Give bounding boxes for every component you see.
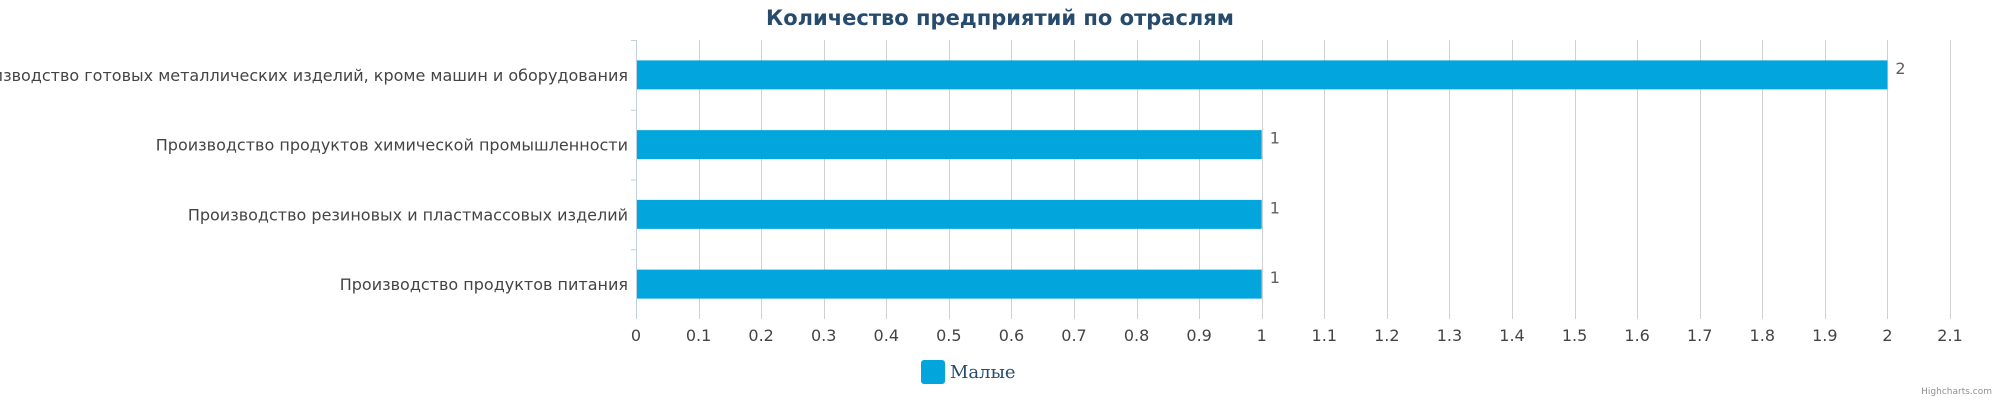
x-tick-label: 1.3 xyxy=(1437,326,1462,345)
x-tick-label: 1.8 xyxy=(1750,326,1775,345)
bar[interactable] xyxy=(637,199,1262,229)
x-tick-label: 1.4 xyxy=(1499,326,1524,345)
x-tick-label: 0.5 xyxy=(936,326,961,345)
x-tick-label: 0.9 xyxy=(1186,326,1211,345)
category-label: Производство резиновых и пластмассовых и… xyxy=(188,205,628,224)
data-label: 2 xyxy=(1895,59,1905,78)
data-label: 1 xyxy=(1270,129,1280,148)
bar[interactable] xyxy=(637,60,1888,90)
legend-label[interactable]: Малые xyxy=(950,362,1016,383)
x-tick-label: 1.7 xyxy=(1687,326,1712,345)
x-tick-label: 2.1 xyxy=(1937,326,1962,345)
bar[interactable] xyxy=(637,130,1262,160)
credits-link[interactable]: Highcharts.com xyxy=(1921,387,1992,397)
x-tick-label: 0.3 xyxy=(811,326,836,345)
x-tick-label: 1.1 xyxy=(1312,326,1337,345)
x-tick-label: 1.6 xyxy=(1624,326,1649,345)
x-axis-tick-labels: 0 0.1 0.2 0.3 0.4 0.5 0.6 0.7 0.8 0.9 1 1.1 1.2 1.3 1.… xyxy=(631,326,1963,345)
category-labels: Производство готовых металлических издел… xyxy=(0,40,636,294)
legend-swatch[interactable] xyxy=(921,360,945,384)
x-tick-label: 0.7 xyxy=(1061,326,1086,345)
bar-series: 2 1 1 1 xyxy=(637,59,1906,299)
x-tick-label: 0 xyxy=(631,326,641,345)
category-label: Производство готовых металлических издел… xyxy=(0,66,628,85)
x-tick-label: 0.4 xyxy=(874,326,899,345)
x-tick-label: 2 xyxy=(1882,326,1892,345)
data-label: 1 xyxy=(1270,198,1280,217)
x-tick-label: 0.1 xyxy=(686,326,711,345)
chart-title: Количество предприятий по отраслям xyxy=(766,6,1234,30)
category-label: Производство продуктов химической промыш… xyxy=(156,136,628,155)
x-tick-label: 1.9 xyxy=(1812,326,1837,345)
category-label: Производство продуктов питания xyxy=(340,275,628,294)
data-label: 1 xyxy=(1270,268,1280,287)
x-tick-label: 0.8 xyxy=(1124,326,1149,345)
x-tick-label: 1.5 xyxy=(1562,326,1587,345)
x-tick-label: 1 xyxy=(1257,326,1267,345)
legend[interactable]: Малые xyxy=(921,360,1016,384)
x-tick-label: 0.2 xyxy=(748,326,773,345)
x-tick-label: 1.2 xyxy=(1374,326,1399,345)
bar[interactable] xyxy=(637,269,1262,299)
x-tick-label: 0.6 xyxy=(999,326,1024,345)
